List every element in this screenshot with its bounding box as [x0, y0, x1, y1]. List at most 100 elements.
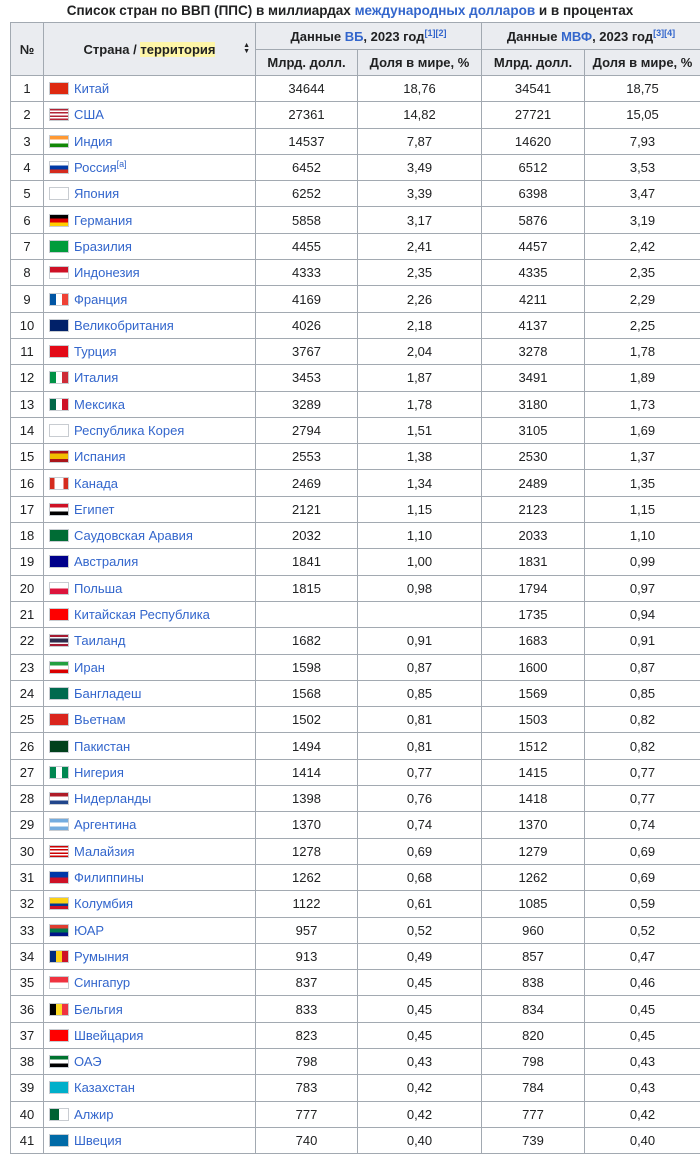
rank-cell: 30	[10, 837, 44, 865]
country-cell: Германия	[43, 206, 256, 234]
country-link[interactable]: Канада	[74, 475, 119, 491]
imf-share-cell: 0,69	[583, 837, 700, 865]
wb-value-cell: 3289	[255, 390, 358, 418]
wb-value-header[interactable]: Млрд. долл.	[255, 49, 358, 76]
country-link[interactable]: Вьетнам	[74, 712, 126, 728]
wb-share-cell: 1,10	[357, 522, 482, 550]
imf-value-cell: 6512	[481, 153, 585, 182]
country-link[interactable]: Германия	[74, 212, 133, 228]
table-row: 33 ЮАР 957 0,52 960 0,52	[10, 916, 700, 944]
country-link[interactable]: Нидерланды	[74, 791, 152, 807]
china-flag-icon	[49, 82, 69, 96]
wb-link[interactable]: ВБ	[344, 28, 364, 44]
country-link[interactable]: Китайская Республика	[74, 607, 210, 623]
country-link[interactable]: Польша	[74, 580, 123, 596]
table-row: 27 Нигерия 1414 0,77 1415 0,77	[10, 758, 700, 787]
country-link[interactable]: Индонезия	[74, 265, 140, 281]
wb-refs[interactable]: [1][2]	[424, 27, 447, 38]
country-link[interactable]: Филиппины	[74, 870, 144, 886]
country-link[interactable]: США	[74, 107, 104, 123]
country-link[interactable]: Аргентина	[74, 817, 137, 833]
imf-share-cell: 0,43	[583, 1074, 700, 1102]
country-link[interactable]: Саудовская Аравия	[74, 528, 193, 544]
rank-cell: 7	[10, 232, 44, 261]
country-link[interactable]: Австралия	[74, 554, 139, 570]
india-flag-icon	[49, 134, 69, 148]
rank-cell: 40	[10, 1100, 44, 1128]
country-link[interactable]: ОАЭ	[74, 1054, 102, 1070]
country-link[interactable]: Бангладеш	[74, 685, 142, 701]
wb-value-cell: 3767	[255, 337, 358, 366]
wb-share-cell: 1,34	[357, 469, 482, 497]
wb-value-cell: 1502	[255, 706, 358, 734]
wb-share-cell: 1,87	[357, 364, 482, 392]
country-link[interactable]: Сингапур	[74, 975, 131, 991]
rank-header[interactable]: №	[10, 22, 44, 76]
rank-cell: 37	[10, 1021, 44, 1049]
imf-share-cell: 0,94	[583, 600, 700, 629]
imf-share-cell: 0,97	[583, 574, 700, 602]
imf-value-cell: 784	[481, 1074, 585, 1102]
rank-cell: 28	[10, 785, 44, 813]
country-link[interactable]: Румыния	[74, 948, 129, 964]
table-row: 39 Казахстан 783 0,42 784 0,43	[10, 1074, 700, 1102]
country-link[interactable]: Бразилия	[74, 238, 132, 254]
egypt-flag-icon	[49, 502, 69, 516]
country-link[interactable]: Швеция	[74, 1133, 122, 1149]
wb-value-cell: 6252	[255, 180, 358, 208]
country-cell: Испания	[43, 443, 256, 471]
country-link[interactable]: Таиланд	[74, 633, 126, 649]
imf-value-cell: 2033	[481, 522, 585, 550]
sort-icon[interactable]: ▲ ▼	[243, 42, 250, 55]
country-link[interactable]: Великобритания	[74, 317, 174, 333]
country-link[interactable]: Италия	[74, 370, 119, 386]
country-cell: Швеция	[43, 1126, 256, 1155]
country-link[interactable]: Япония	[74, 186, 120, 202]
rank-cell: 34	[10, 942, 44, 971]
rank-cell: 10	[10, 311, 44, 339]
imf-value-header[interactable]: Млрд. долл.	[481, 49, 585, 76]
imf-share-header[interactable]: Доля в мире, %	[583, 49, 700, 76]
imf-share-cell: 0,59	[583, 890, 700, 918]
country-link[interactable]: ЮАР	[74, 922, 105, 938]
table-row: 26 Пакистан 1494 0,81 1512 0,82	[10, 732, 700, 760]
imf-link[interactable]: МВФ	[561, 28, 593, 44]
country-link[interactable]: Россия	[74, 160, 117, 176]
wb-share-header[interactable]: Доля в мире, %	[357, 49, 482, 76]
country-header[interactable]: Страна / территория ▲ ▼	[43, 22, 256, 76]
country-link[interactable]: Индия	[74, 133, 113, 149]
country-link[interactable]: Колумбия	[74, 896, 133, 912]
country-link[interactable]: Турция	[74, 344, 117, 360]
country-link[interactable]: Алжир	[74, 1106, 114, 1122]
rank-cell: 36	[10, 995, 44, 1023]
country-link[interactable]: Казахстан	[74, 1080, 135, 1096]
country-link[interactable]: Малайзия	[74, 843, 135, 859]
caption-link[interactable]: международных долларов	[354, 3, 536, 18]
table-row: 23 Иран 1598 0,87 1600 0,87	[10, 653, 700, 681]
country-link[interactable]: Пакистан	[74, 738, 131, 754]
imf-refs[interactable]: [3][4]	[653, 27, 676, 38]
country-link[interactable]: Китай	[74, 81, 110, 97]
germany-flag-icon	[49, 213, 69, 227]
table-row: 14 Республика Корея 2794 1,51 3105 1,69	[10, 416, 700, 445]
wb-value-cell: 4169	[255, 285, 358, 313]
imf-share-cell: 0,69	[583, 863, 700, 892]
taiwan-flag-icon	[49, 608, 69, 622]
imf-share-cell: 0,82	[583, 706, 700, 734]
table-row: 17 Египет 2121 1,15 2123 1,15	[10, 495, 700, 524]
country-link[interactable]: Иран	[74, 659, 105, 675]
france-flag-icon	[49, 292, 69, 306]
country-link[interactable]: Египет	[74, 501, 115, 517]
country-link[interactable]: Испания	[74, 449, 126, 465]
country-link[interactable]: Мексика	[74, 396, 126, 412]
country-cell: Таиланд	[43, 627, 256, 655]
country-cell: Франция	[43, 285, 256, 313]
country-link[interactable]: Нигерия	[74, 764, 124, 780]
pakistan-flag-icon	[49, 739, 69, 753]
kazakhstan-flag-icon	[49, 1081, 69, 1095]
note-ref[interactable]: [a]	[116, 159, 127, 170]
country-link[interactable]: Республика Корея	[74, 423, 185, 438]
country-link[interactable]: Бельгия	[74, 1001, 123, 1017]
country-link[interactable]: Франция	[74, 291, 128, 307]
country-link[interactable]: Швейцария	[74, 1027, 144, 1043]
